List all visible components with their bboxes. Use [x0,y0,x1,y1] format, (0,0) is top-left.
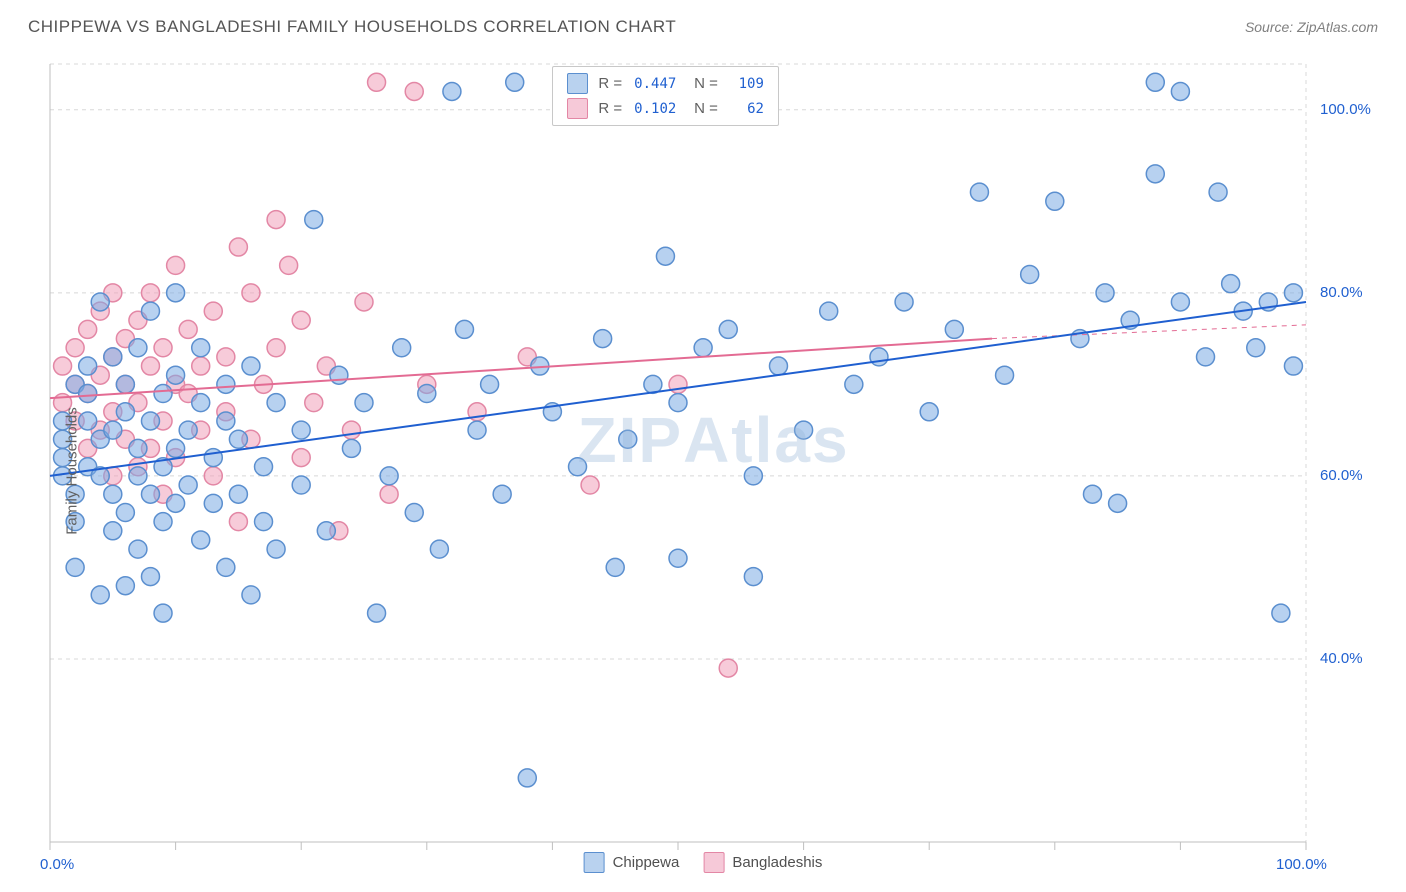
r-value: 0.102 [634,101,684,117]
r-value: 0.447 [634,76,684,92]
legend-item: Chippewa [584,852,680,873]
series-legend: Chippewa Bangladeshis [584,852,823,873]
x-axis-max-label: 100.0% [1276,856,1327,873]
page-title: CHIPPEWA VS BANGLADESHI FAMILY HOUSEHOLD… [28,17,676,37]
correlation-row: R =0.102N =62 [553,96,778,121]
legend-swatch [584,852,605,873]
source-attribution: Source: ZipAtlas.com [1245,19,1378,35]
n-value: 109 [730,76,764,92]
y-tick-label: 60.0% [1320,467,1363,484]
legend-swatch [567,73,588,94]
n-value: 62 [730,101,764,117]
correlation-legend: R =0.447N =109R =0.102N =62 [552,66,779,126]
x-axis-min-label: 0.0% [40,856,74,873]
y-tick-label: 40.0% [1320,650,1363,667]
y-tick-label: 80.0% [1320,284,1363,301]
legend-swatch [703,852,724,873]
correlation-row: R =0.447N =109 [553,71,778,96]
legend-swatch [567,98,588,119]
y-tick-label: 100.0% [1320,101,1371,118]
legend-item: Bangladeshis [703,852,822,873]
y-axis-label: Family Households [63,407,80,535]
correlation-chart: Family Households ZIPAtlas R =0.447N =10… [0,50,1406,892]
legend-label: Bangladeshis [732,854,822,871]
chart-canvas [0,50,1406,892]
legend-label: Chippewa [613,854,680,871]
